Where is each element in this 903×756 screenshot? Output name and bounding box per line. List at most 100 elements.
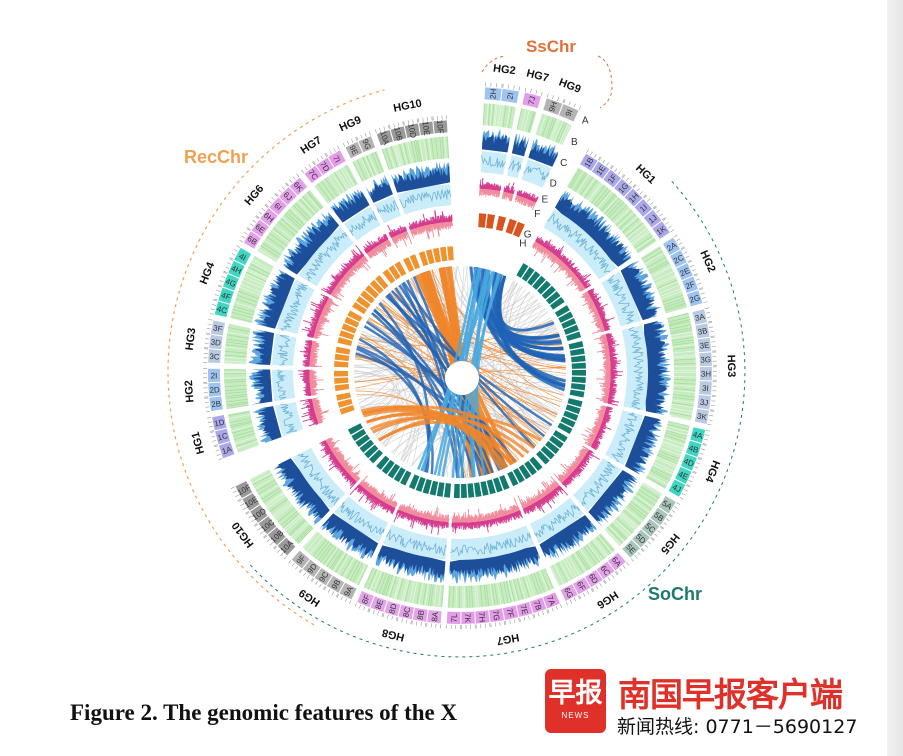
- track-c-bg: [272, 333, 297, 366]
- scale-tick: [607, 577, 611, 581]
- track-a-stripe: [271, 229, 290, 244]
- scale-tick: [304, 166, 308, 171]
- track-a-stripe: [444, 136, 447, 159]
- track-d-baseline: [409, 220, 453, 230]
- track-a-stripe: [294, 202, 311, 220]
- track-a-stripe: [673, 365, 696, 368]
- gene-block-10B: [425, 249, 435, 265]
- gene-block-3C: [334, 361, 349, 368]
- chromosome-label: 3H: [701, 370, 712, 379]
- track-c-line: [399, 188, 452, 208]
- scale-tick: [219, 280, 224, 283]
- scale-tick: [494, 622, 497, 627]
- scale-tick: [360, 134, 363, 139]
- scale-tick: [382, 613, 385, 618]
- scale-tick: [236, 245, 240, 248]
- gene-block-3G: [571, 362, 586, 369]
- scale-tick: [210, 308, 215, 311]
- track-a-stripe: [332, 173, 345, 193]
- scale-tick: [209, 430, 214, 432]
- scale-tick: [218, 284, 223, 287]
- track-a-stripe: [337, 169, 350, 190]
- scale-tick: [232, 490, 237, 494]
- gene-block-4I: [347, 310, 363, 322]
- scale-tick: [255, 216, 259, 220]
- scale-tick: [324, 153, 328, 158]
- gene-block-8A: [444, 483, 452, 498]
- track-a-stripe: [277, 221, 296, 236]
- chromosome-1A: [218, 441, 235, 459]
- scale-tick: [420, 622, 422, 627]
- gene-block-3A: [568, 340, 584, 350]
- track-a-stripe: [233, 305, 255, 313]
- gene-block-10A: [418, 251, 429, 267]
- scale-tick: [206, 410, 211, 413]
- scale-tick: [656, 209, 660, 213]
- homology-group-hg1: 1A 1C 1D HG1: [190, 392, 355, 461]
- track-a-stripe: [230, 316, 253, 323]
- scale-tick: [649, 202, 654, 206]
- gene-block-7L: [453, 483, 460, 498]
- track-a-stripe: [428, 138, 432, 160]
- synteny-link: [366, 413, 503, 471]
- gene-block-3H: [571, 369, 587, 376]
- track-a-stripe: [604, 197, 620, 215]
- scale-tick: [702, 297, 707, 299]
- track-a-stripe: [601, 194, 617, 212]
- scale-tick: [316, 158, 320, 162]
- track-d-spike: [355, 245, 365, 256]
- scale-tick: [619, 568, 623, 572]
- scale-tick: [573, 597, 577, 602]
- scale-tick: [704, 307, 709, 310]
- track-a-stripe: [280, 218, 298, 233]
- scale-tick: [695, 278, 700, 281]
- chromosome-4F: [218, 287, 234, 304]
- synteny-link: [373, 309, 490, 475]
- scale-tick: [689, 264, 694, 268]
- scale-tick: [377, 611, 380, 616]
- scale-tick: [523, 616, 526, 621]
- gene-block-3F: [335, 346, 351, 355]
- track-a-stripe: [629, 227, 648, 242]
- gene-block-1K: [550, 297, 565, 310]
- scale-tick: [281, 186, 285, 190]
- sschr-dashed-arc: [481, 55, 613, 109]
- track-a-stripe: [630, 230, 650, 244]
- hg-label: HG5: [658, 531, 682, 556]
- scale-tick: [337, 145, 340, 150]
- scale-tick: [266, 538, 271, 542]
- track-a-stripe: [401, 143, 408, 165]
- synteny-link: [362, 405, 535, 450]
- track-a-density: [230, 255, 274, 324]
- scale-tick: [699, 452, 704, 455]
- scale-tick: [208, 425, 213, 428]
- chromosome-4C: [214, 301, 230, 318]
- track-a-stripe: [235, 439, 258, 447]
- track-a-stripe: [390, 146, 398, 168]
- scale-tick: [331, 591, 335, 596]
- scale-tick: [213, 444, 218, 447]
- scale-tick: [709, 331, 714, 333]
- hg-label: HG7: [299, 134, 324, 156]
- chromosome-10B: [390, 126, 407, 142]
- track-a-stripe: [566, 167, 579, 187]
- recchr-dashed-arc: [167, 89, 385, 626]
- track-a-stripe: [340, 168, 353, 188]
- scale-tick: [329, 150, 332, 155]
- gene-block-2D: [334, 377, 349, 384]
- scale-tick: [426, 117, 429, 122]
- gene-block-2I: [334, 370, 349, 377]
- scale-tick: [560, 604, 563, 609]
- gene-block-7I: [394, 261, 407, 277]
- scale-tick: [425, 622, 427, 627]
- scale-tick: [213, 298, 218, 301]
- track-c-line: [547, 213, 611, 273]
- scale-tick: [670, 229, 675, 233]
- chromosome-label: 9G: [360, 138, 372, 151]
- track-a-stripe: [342, 166, 355, 187]
- track-a-stripe: [260, 245, 280, 258]
- scale-tick: [671, 510, 676, 513]
- scale-tick: [630, 558, 634, 562]
- scale-tick: [674, 506, 678, 509]
